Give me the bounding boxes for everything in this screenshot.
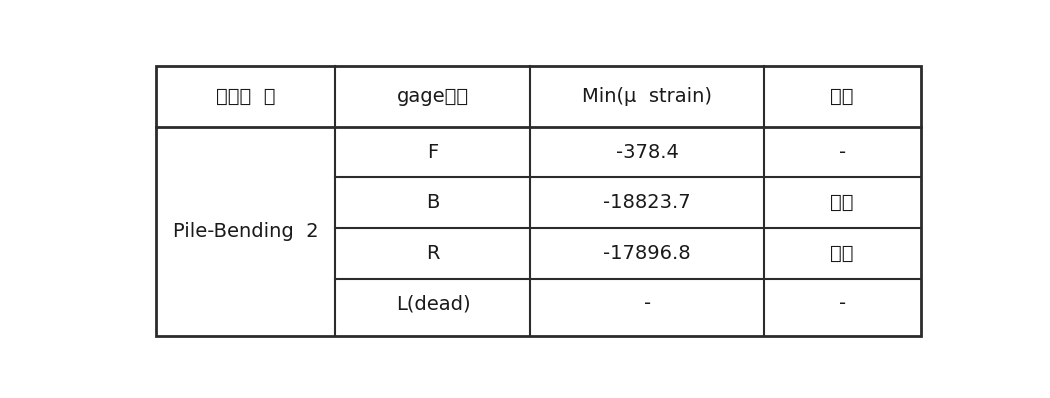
Text: -17896.8: -17896.8 [604,244,691,263]
Text: -: - [839,294,845,313]
Text: 실험체  명: 실험체 명 [216,87,275,106]
Text: L(dead): L(dead) [396,294,470,313]
Text: -: - [839,142,845,162]
Text: -: - [644,294,651,313]
Text: 항복: 항복 [831,244,854,263]
Text: 항복: 항복 [831,193,854,212]
Text: gage번호: gage번호 [397,87,469,106]
Text: 비고: 비고 [831,87,854,106]
Text: Pile-Bending  2: Pile-Bending 2 [173,222,318,241]
Text: -378.4: -378.4 [615,142,678,162]
Bar [155,66,921,336]
Text: R: R [426,244,440,263]
Text: F: F [427,142,439,162]
Text: Min(μ  strain): Min(μ strain) [582,87,712,106]
Text: -18823.7: -18823.7 [604,193,691,212]
Text: B: B [426,193,440,212]
